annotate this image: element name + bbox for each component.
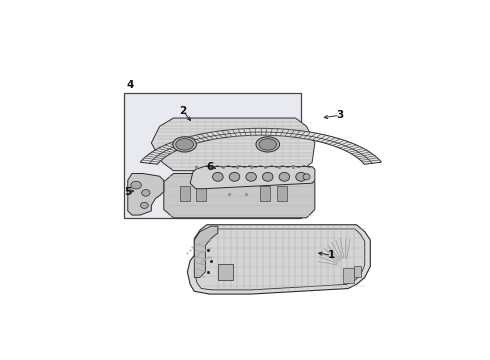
Ellipse shape [256, 137, 279, 152]
Bar [180, 186, 190, 201]
Text: 1: 1 [328, 250, 335, 260]
Ellipse shape [296, 172, 306, 181]
Polygon shape [195, 226, 218, 278]
Bar [260, 186, 270, 201]
Ellipse shape [259, 139, 276, 150]
Bar [277, 186, 287, 201]
Polygon shape [123, 93, 301, 218]
Ellipse shape [279, 172, 290, 181]
Text: 3: 3 [336, 110, 343, 120]
Ellipse shape [303, 174, 310, 180]
Ellipse shape [142, 190, 150, 196]
Bar [218, 264, 233, 280]
Ellipse shape [141, 202, 148, 208]
Polygon shape [190, 167, 315, 189]
Bar [196, 186, 206, 201]
Bar [343, 268, 354, 283]
Ellipse shape [176, 139, 194, 150]
Ellipse shape [131, 181, 141, 189]
Polygon shape [140, 128, 381, 164]
Ellipse shape [173, 137, 196, 152]
Polygon shape [164, 174, 315, 218]
Polygon shape [195, 229, 365, 290]
Text: 4: 4 [127, 80, 134, 90]
Ellipse shape [213, 172, 223, 181]
Polygon shape [151, 118, 315, 171]
Ellipse shape [246, 172, 256, 181]
Text: 2: 2 [180, 106, 187, 116]
Polygon shape [128, 174, 164, 215]
Bar [354, 266, 361, 278]
Ellipse shape [229, 172, 240, 181]
Polygon shape [187, 225, 370, 294]
Text: 5: 5 [124, 186, 131, 197]
Ellipse shape [263, 172, 273, 181]
Text: 6: 6 [206, 162, 213, 172]
